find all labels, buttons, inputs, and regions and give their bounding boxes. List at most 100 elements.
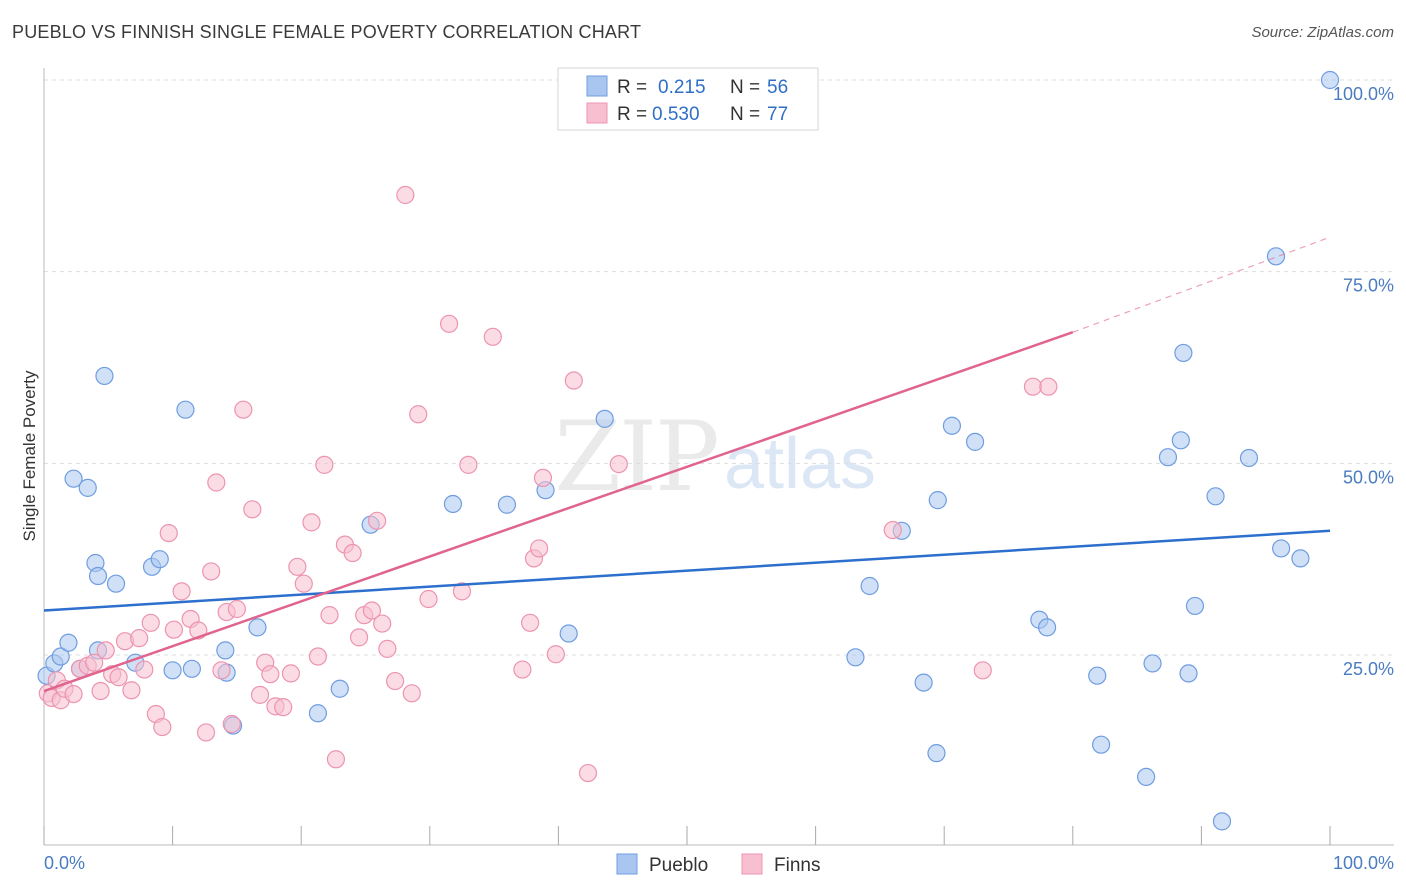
pueblo-point-30 [846,648,865,667]
finns-point-38 [274,698,293,717]
finns-point-17 [141,613,160,632]
finns-point-54 [378,639,397,658]
legend-n-value-finns: 77 [767,104,788,125]
finns-point-14 [122,681,141,700]
pueblo-point-39 [1037,618,1057,637]
pueblo-point-17 [182,659,201,678]
finns-point-22 [172,582,191,601]
pueblo-point-6 [64,469,83,488]
legend-n-value-pueblo: 56 [767,77,788,98]
pueblo-point-50 [1212,812,1232,831]
pueblo-point-48 [1185,596,1205,616]
pueblo-point-10 [88,566,108,586]
finns-point-30 [222,714,241,734]
finns-point-46 [326,750,346,769]
finns-point-41 [294,574,313,593]
finns-point-9 [91,681,110,701]
pueblo-point-31 [860,576,879,596]
chart-title: PUEBLO VS FINNISH SINGLE FEMALE POVERTY … [12,22,642,42]
finns-point-16 [135,660,154,679]
pueblo-point-49 [1206,487,1225,506]
y-tick-label-75: 75.0% [1343,276,1394,296]
finns-point-49 [349,628,369,647]
finns-point-12 [109,668,128,687]
pueblo-point-25 [443,494,463,514]
finns-point-25 [196,723,216,742]
finns-point-20 [159,523,178,543]
finns-point-73 [883,520,902,540]
pueblo-point-8 [95,366,114,386]
pueblo-point-23 [330,679,349,698]
legend-top: R = 0.215 N = 56 R = 0.530 N = 77 [557,67,819,131]
legend-n-label-finns: N = [730,104,760,125]
pueblo-point-45 [1171,431,1190,450]
finns-point-10 [96,641,115,660]
finns-point-40 [288,557,307,576]
finns-point-32 [234,400,253,419]
finns-point-27 [207,473,226,492]
y-tick-label-50: 50.0% [1343,467,1394,487]
pueblo-point-16 [176,400,195,419]
pueblo-point-19 [216,641,235,660]
pueblo-point-53 [1272,539,1291,558]
bottom-legend-swatch-pueblo [616,853,638,875]
finns-point-63 [483,327,502,346]
legend-n-label-pueblo: N = [730,77,760,98]
finns-point-8 [85,653,104,672]
finns-point-26 [202,562,221,581]
finns-point-60 [439,314,459,333]
legend-r-label-pueblo: R = [617,77,647,98]
pueblo-point-11 [106,574,126,593]
finns-point-56 [396,185,415,205]
bottom-legend-label-finns: Finns [774,855,820,876]
pueblo-point-52 [1266,247,1286,266]
legend-r-label-finns: R = [617,104,647,125]
trend-lines [43,236,1331,693]
finns-point-34 [250,685,270,704]
finns-point-62 [459,455,478,474]
pueblo-point-51 [1239,448,1259,468]
series-pueblo [37,70,1340,831]
pueblo-point-41 [1091,735,1111,754]
finns-point-64 [513,660,532,679]
y-tick-label-25: 25.0% [1343,659,1394,679]
pueblo-point-22 [308,704,328,723]
pueblo-point-26 [497,495,517,514]
pueblo-point-44 [1158,448,1178,467]
pueblo-point-33 [914,673,933,692]
pueblo-point-34 [927,744,946,763]
legend-swatch-finns [586,102,608,124]
pueblo-point-46 [1174,343,1193,363]
finns-point-21 [164,620,183,639]
pueblo-point-29 [595,409,614,428]
pueblo-point-21 [248,618,267,637]
pueblo-point-55 [1320,70,1340,90]
pueblo-point-28 [559,624,578,643]
finns-point-5 [64,684,83,704]
axes [43,68,1394,846]
x-tick-label-max: 100.0% [1333,853,1394,873]
finns-point-65 [521,613,540,632]
x-tick-label-min: 0.0% [44,853,85,873]
pueblo-point-2 [51,647,70,666]
finns-point-67 [530,539,549,558]
finns-point-61 [452,582,472,601]
finns-point-57 [402,684,421,703]
pueblo-point-47 [1179,664,1198,683]
finns-point-53 [373,614,392,633]
pueblo-point-54 [1291,549,1310,568]
finns-point-69 [546,645,565,664]
finns-point-42 [302,513,321,532]
trend-line-pueblo [43,529,1331,612]
pueblo-point-43 [1143,654,1162,673]
finns-point-68 [533,468,553,487]
chart-source: Source: ZipAtlas.com [1251,24,1394,41]
finns-point-59 [419,589,438,609]
finns-point-39 [281,664,301,683]
pueblo-point-14 [150,550,169,569]
legend-r-value-pueblo: 0.215 [658,77,706,98]
legend-swatch-pueblo [586,75,608,97]
bottom-legend-label-pueblo: Pueblo [649,855,708,876]
axis-ticks: 25.0% 50.0% 75.0% 100.0% [43,84,1394,845]
